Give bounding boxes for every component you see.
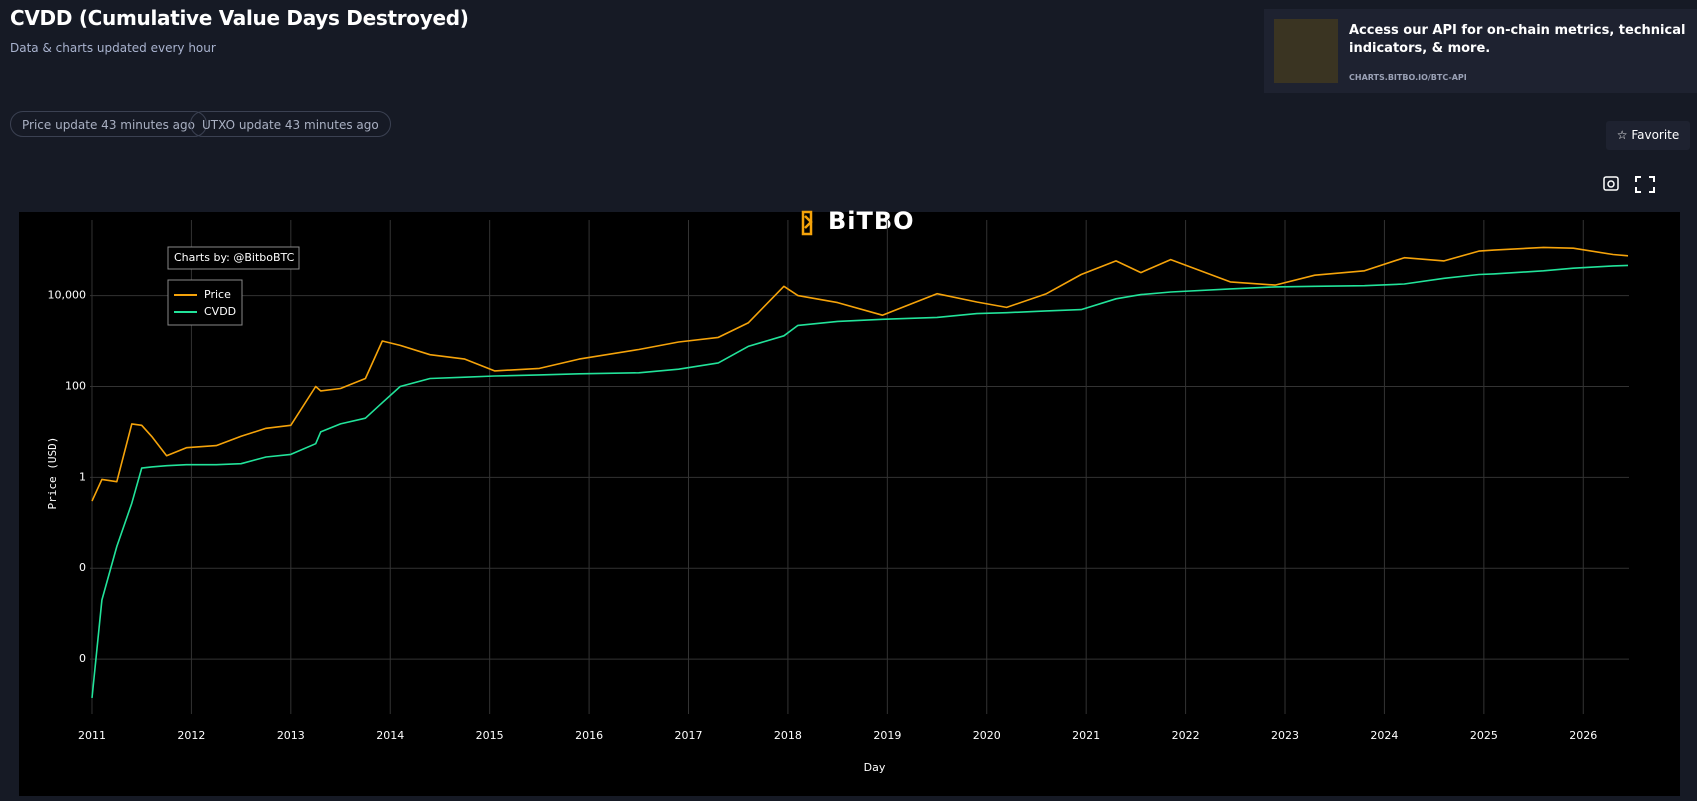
x-tick-label: 2018: [774, 729, 802, 742]
x-tick-label: 2017: [675, 729, 703, 742]
favorite-button[interactable]: ☆ Favorite: [1606, 121, 1690, 150]
legend-label: CVDD: [204, 305, 236, 318]
watermark-logo: [801, 210, 813, 236]
x-tick-label: 2026: [1569, 729, 1597, 742]
fullscreen-icon[interactable]: [1635, 176, 1655, 193]
status-badge[interactable]: UTXO update 43 minutes ago: [190, 111, 391, 137]
x-tick-label: 2014: [376, 729, 404, 742]
y-tick-label: 10,000: [48, 289, 87, 302]
api-card-url: CHARTS.BITBO.IO/BTC-API: [1349, 73, 1467, 82]
x-tick-label: 2022: [1172, 729, 1200, 742]
api-card-title: Access our API for on-chain metrics, tec…: [1349, 23, 1686, 56]
legend-label: Price: [204, 288, 231, 301]
watermark: BiTBO: [828, 207, 915, 235]
y-tick-label: 1: [79, 470, 86, 483]
x-axis-label: Day: [864, 761, 886, 774]
page-title: CVDD (Cumulative Value Days Destroyed): [10, 6, 469, 30]
camera-icon[interactable]: [1603, 176, 1619, 191]
x-tick-label: 2011: [78, 729, 106, 742]
x-tick-label: 2013: [277, 729, 305, 742]
camera-lens: [1607, 180, 1615, 188]
x-tick-label: 2021: [1072, 729, 1100, 742]
page-subtitle: Data & charts updated every hour: [10, 41, 216, 55]
legend-box: [167, 279, 243, 326]
series-line: [91, 264, 1629, 698]
y-axis-label: Price (USD): [46, 437, 59, 510]
x-tick-label: 2025: [1470, 729, 1498, 742]
favorite-label: Favorite: [1631, 128, 1680, 142]
annotation: Charts by: @BitboBTC: [174, 251, 295, 264]
plot-background: [19, 212, 1680, 796]
status-badge[interactable]: Price update 43 minutes ago: [10, 111, 207, 137]
x-tick-label: 2016: [575, 729, 603, 742]
annotation-box: [167, 246, 300, 270]
x-tick-label: 2024: [1370, 729, 1398, 742]
api-thumbnail: [1274, 19, 1338, 83]
api-card[interactable]: Access our API for on-chain metrics, tec…: [1264, 9, 1697, 93]
y-tick-label: 0: [79, 652, 86, 665]
y-tick-label: 100: [65, 379, 86, 392]
x-tick-label: 2019: [873, 729, 901, 742]
x-tick-label: 2012: [177, 729, 205, 742]
x-tick-label: 2015: [476, 729, 504, 742]
x-tick-label: 2020: [973, 729, 1001, 742]
series-line: [91, 246, 1629, 502]
y-tick-label: 0: [79, 561, 86, 574]
x-tick-label: 2023: [1271, 729, 1299, 742]
